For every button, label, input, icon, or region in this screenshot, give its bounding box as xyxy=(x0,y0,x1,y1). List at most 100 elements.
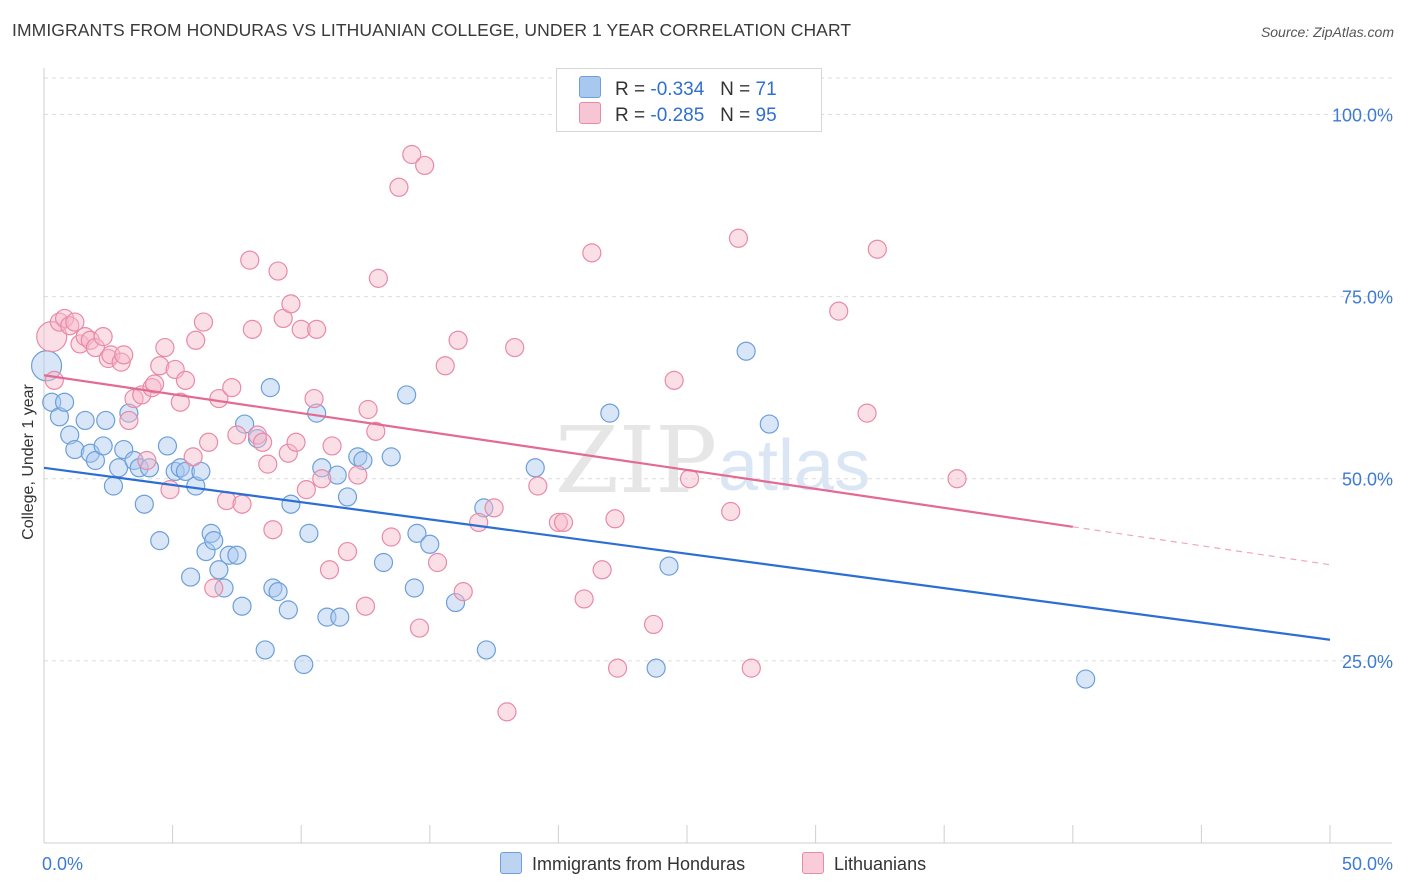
honduras-point xyxy=(300,524,318,542)
lithuanians-point xyxy=(200,433,218,451)
lithuanians-point xyxy=(264,521,282,539)
lithuanians-point xyxy=(485,499,503,517)
lithuanians-point xyxy=(681,470,699,488)
honduras-point xyxy=(398,386,416,404)
lithuanians-point xyxy=(194,313,212,331)
honduras-point xyxy=(97,411,115,429)
x-tick-label: 0.0% xyxy=(42,854,83,874)
honduras-point xyxy=(56,393,74,411)
n-label: N = xyxy=(720,105,750,126)
lithuanians-point xyxy=(868,240,886,258)
r-value: -0.285 xyxy=(650,105,704,126)
honduras-point xyxy=(261,379,279,397)
lithuanians-point xyxy=(729,229,747,247)
lithuanians-point xyxy=(645,615,663,633)
lithuanians-point xyxy=(45,371,63,389)
lithuanians-point xyxy=(243,320,261,338)
lithuanians-point xyxy=(359,401,377,419)
lithuanians-point xyxy=(269,262,287,280)
lithuanians-point xyxy=(506,339,524,357)
honduras-point xyxy=(295,656,313,674)
honduras-point xyxy=(375,554,393,572)
legend-label: Immigrants from Honduras xyxy=(532,854,745,874)
lithuanians-point xyxy=(241,251,259,269)
honduras-point xyxy=(421,535,439,553)
lithuanians-point xyxy=(320,561,338,579)
honduras-point xyxy=(158,437,176,455)
honduras-point xyxy=(135,495,153,513)
lithuanians-point xyxy=(323,437,341,455)
lithuanians-point xyxy=(436,357,454,375)
honduras-point xyxy=(526,459,544,477)
lithuanians-point xyxy=(369,269,387,287)
lithuanians-point xyxy=(609,659,627,677)
honduras-point xyxy=(737,342,755,360)
honduras-point xyxy=(76,411,94,429)
honduras-point xyxy=(331,608,349,626)
honduras-point xyxy=(660,557,678,575)
lithuanians-point xyxy=(349,466,367,484)
honduras-point xyxy=(338,488,356,506)
lithuanians-point xyxy=(305,390,323,408)
lithuanians-point xyxy=(948,470,966,488)
honduras-point xyxy=(279,601,297,619)
lithuanians-point xyxy=(138,452,156,470)
r-value: -0.334 xyxy=(650,79,704,100)
n-label: N = xyxy=(720,79,750,100)
honduras-point xyxy=(282,495,300,513)
lithuanians-legend-swatch xyxy=(802,852,824,874)
lithuanians-point xyxy=(228,426,246,444)
lithuanians-point xyxy=(176,371,194,389)
honduras-point xyxy=(104,477,122,495)
y-axis-label: College, Under 1 year xyxy=(20,384,37,540)
honduras-point xyxy=(205,532,223,550)
honduras-swatch xyxy=(579,76,601,98)
honduras-point xyxy=(94,437,112,455)
honduras-point xyxy=(477,641,495,659)
lithuanians-point xyxy=(254,433,272,451)
lithuanians-point xyxy=(259,455,277,473)
watermark-zip: ZIP xyxy=(555,407,717,514)
stats-legend-row-honduras: R = -0.334 N = 71 xyxy=(579,76,777,100)
honduras-point xyxy=(601,404,619,422)
lithuanians-point xyxy=(858,404,876,422)
lithuanians-point xyxy=(583,244,601,262)
legend-label: Lithuanians xyxy=(834,854,926,874)
lithuanians-point xyxy=(742,659,760,677)
lithuanians-point xyxy=(313,470,331,488)
y-tick-label: 75.0% xyxy=(1342,288,1393,308)
lithuanians-point xyxy=(233,495,251,513)
honduras-point xyxy=(760,415,778,433)
lithuanians-point xyxy=(357,597,375,615)
lithuanians-swatch xyxy=(579,102,601,124)
lithuanians-point xyxy=(187,331,205,349)
lithuanians-point xyxy=(223,379,241,397)
lithuanians-point xyxy=(470,513,488,531)
honduras-point xyxy=(269,583,287,601)
y-tick-label: 100.0% xyxy=(1332,105,1393,125)
lithuanians-point xyxy=(287,433,305,451)
honduras-point xyxy=(228,546,246,564)
x-tick-label: 50.0% xyxy=(1342,854,1393,874)
lithuanians-point xyxy=(606,510,624,528)
n-value: 71 xyxy=(756,79,777,100)
y-tick-label: 50.0% xyxy=(1342,470,1393,490)
lithuanians-point xyxy=(498,703,516,721)
r-label: R = xyxy=(615,79,645,100)
lithuanians-point xyxy=(454,583,472,601)
honduras-point xyxy=(647,659,665,677)
lithuanians-point xyxy=(575,590,593,608)
lithuanians-point xyxy=(308,320,326,338)
legend-item-honduras: Immigrants from Honduras xyxy=(500,852,745,875)
r-label: R = xyxy=(615,105,645,126)
legend-item-lithuanians: Lithuanians xyxy=(802,852,926,875)
lithuanians-point xyxy=(390,178,408,196)
lithuanians-point xyxy=(722,503,740,521)
lithuanians-point xyxy=(205,579,223,597)
lithuanians-point xyxy=(593,561,611,579)
scatter-chart: ZIP atlas 25.0%50.0%75.0%100.0%0.0% 50.0%… xyxy=(0,0,1406,892)
lithuanians-point xyxy=(94,328,112,346)
honduras-point xyxy=(405,579,423,597)
honduras-point xyxy=(382,448,400,466)
lithuanians-point xyxy=(529,477,547,495)
